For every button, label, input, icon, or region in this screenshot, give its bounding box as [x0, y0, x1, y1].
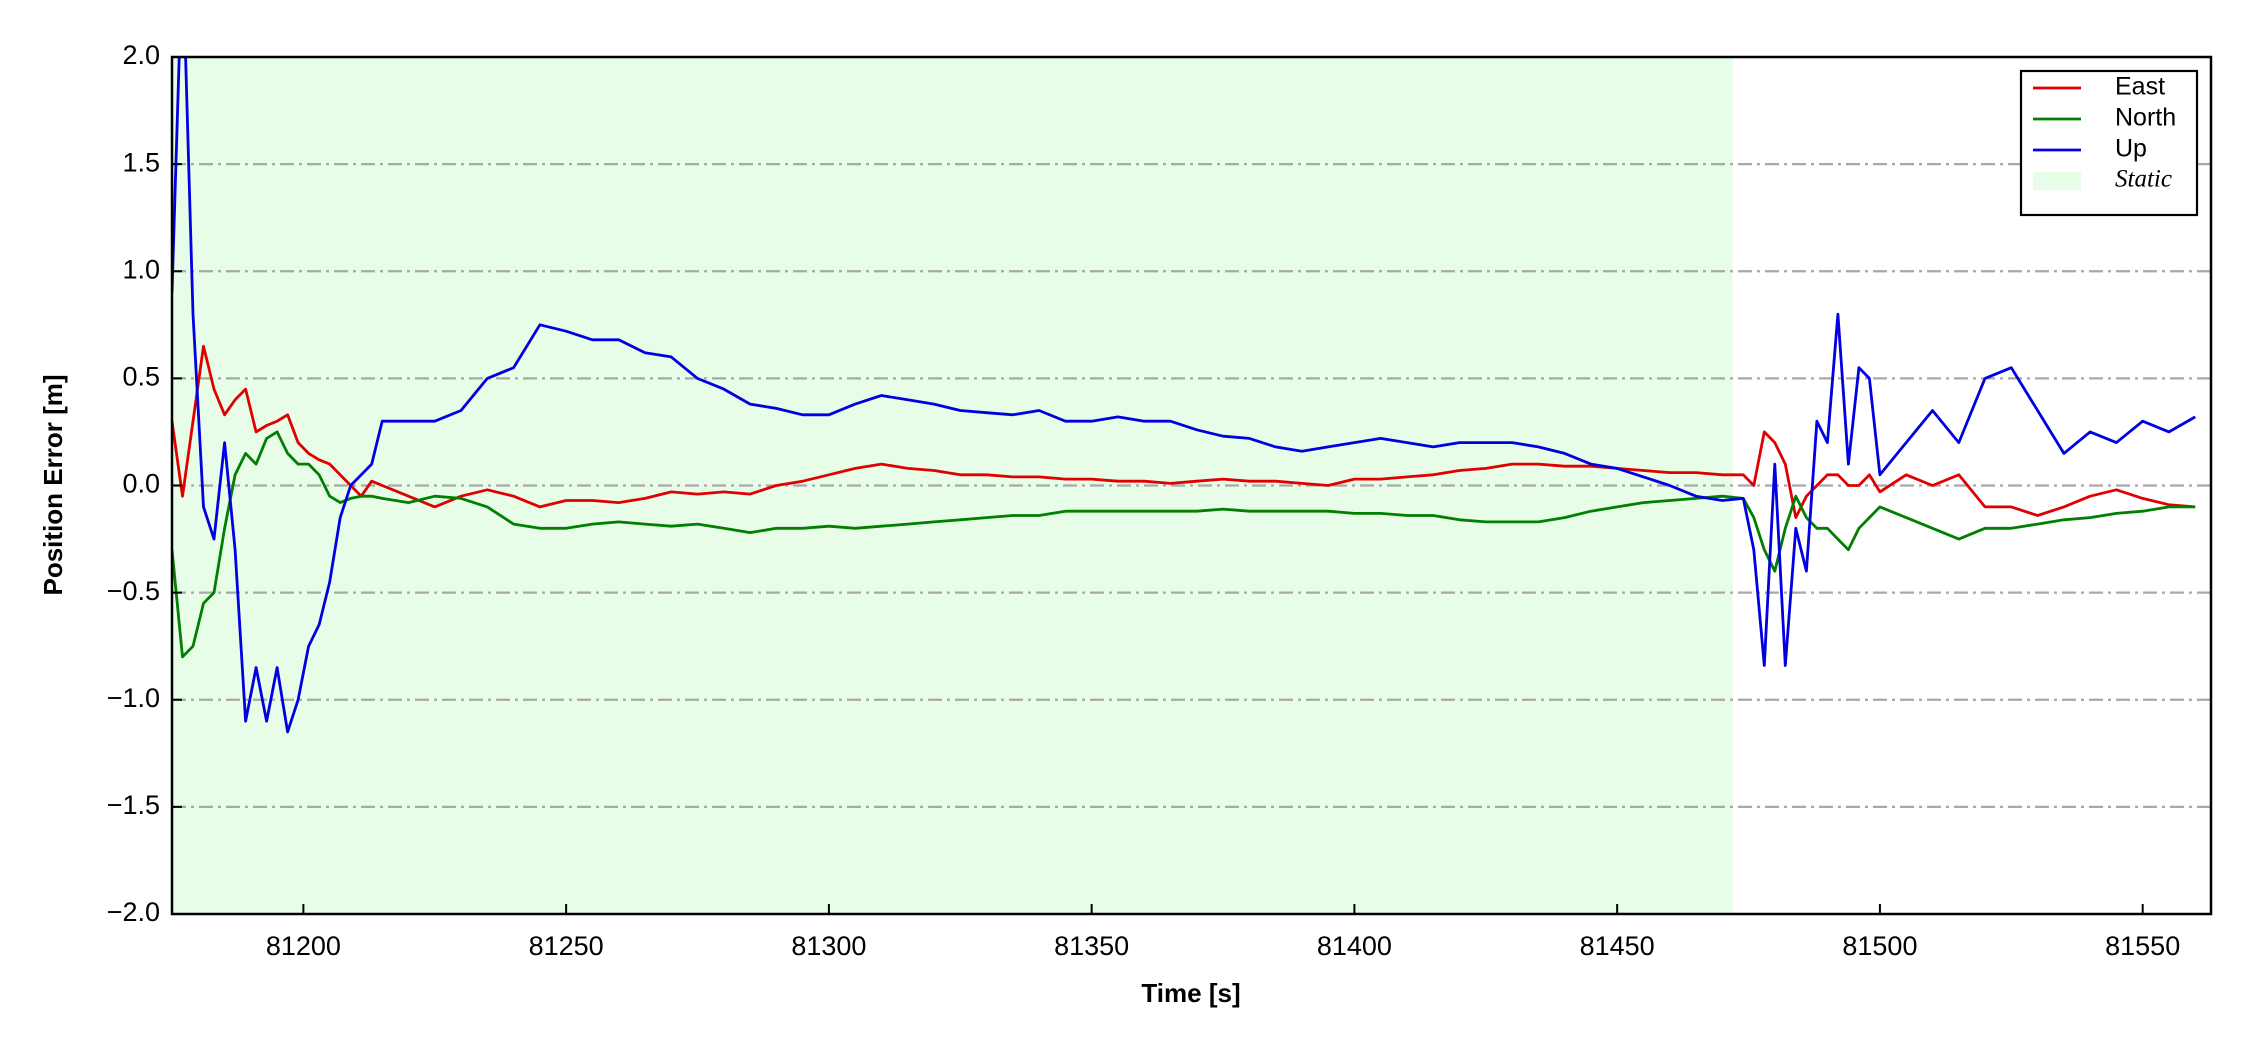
legend-swatch — [2033, 172, 2081, 190]
y-tick-label: −1.0 — [107, 683, 160, 713]
x-tick-label: 81300 — [791, 931, 866, 961]
x-axis-title: Time [s] — [1141, 978, 1240, 1008]
y-tick-label: 2.0 — [122, 40, 160, 70]
legend-label: Up — [2115, 135, 2147, 163]
x-tick-label: 81400 — [1317, 931, 1392, 961]
x-tick-label: 81500 — [1842, 931, 1917, 961]
series-line — [172, 344, 2196, 519]
grid-layer — [172, 163, 2211, 808]
y-tick-label: −0.5 — [107, 576, 160, 606]
legend-label: North — [2115, 104, 2176, 132]
y-axis-title: Position Error [m] — [38, 374, 68, 595]
tick-layer: −2.0 −1.5 −1.0 −0.5 0.0 0.5 1.0 1.5 2.0 81200 8125… — [107, 40, 2181, 961]
y-tick-label: 0.0 — [122, 469, 160, 499]
line-layer — [172, 57, 2196, 734]
x-tick-label: 81200 — [266, 931, 341, 961]
x-tick-label: 81450 — [1580, 931, 1655, 961]
y-tick-label: −2.0 — [107, 897, 160, 927]
y-tick-label: 0.5 — [122, 362, 160, 392]
legend-label: Static — [2115, 166, 2172, 193]
x-tick-label: 81250 — [529, 931, 604, 961]
x-tick-label: 81550 — [2105, 931, 2180, 961]
y-tick-label: −1.5 — [107, 790, 160, 820]
series-line — [172, 430, 2196, 659]
y-tick-label: 1.5 — [122, 147, 160, 177]
legend-label: East — [2115, 73, 2165, 101]
x-tick-label: 81350 — [1054, 931, 1129, 961]
series-line — [172, 57, 2196, 734]
legend-box — [2019, 69, 2199, 217]
legend: East North Up Static — [2019, 69, 2199, 217]
y-tick-label: 1.0 — [122, 254, 160, 284]
